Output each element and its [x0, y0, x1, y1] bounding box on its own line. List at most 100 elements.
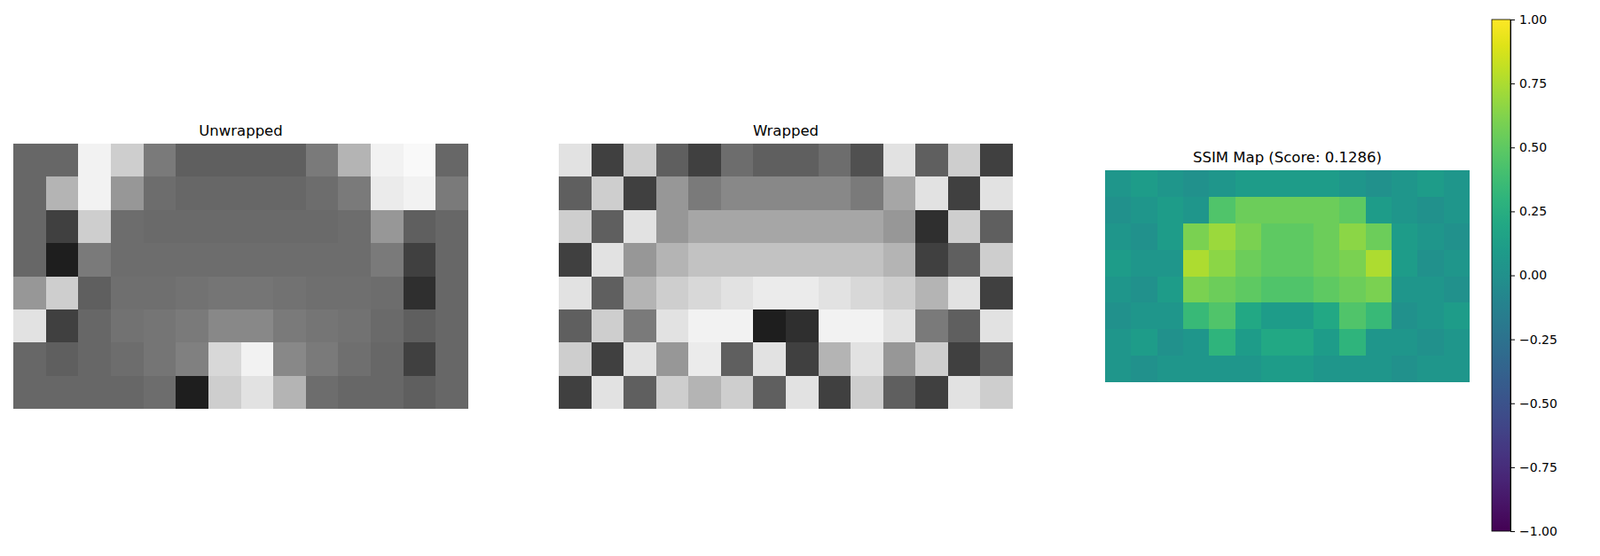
cell	[1443, 196, 1470, 224]
cell	[850, 243, 884, 277]
cell	[1443, 302, 1470, 330]
cell	[850, 210, 884, 244]
cell	[208, 210, 242, 244]
cell	[273, 143, 306, 178]
cell	[1157, 170, 1185, 197]
cell	[208, 143, 242, 178]
cell	[1130, 250, 1158, 277]
cell	[175, 143, 209, 178]
cell	[688, 276, 722, 311]
heatmap	[13, 143, 469, 409]
cell	[143, 376, 177, 409]
cell	[175, 210, 209, 244]
cell	[818, 276, 852, 311]
cell	[883, 210, 917, 244]
cell	[1365, 196, 1393, 224]
cell	[721, 376, 754, 409]
cell	[78, 210, 111, 244]
tick: −0.25	[1510, 332, 1558, 347]
cell	[1391, 355, 1419, 383]
cell	[175, 243, 209, 277]
cell	[403, 176, 437, 211]
cell	[850, 376, 884, 409]
cell	[980, 143, 1013, 178]
cell	[591, 342, 625, 377]
cell	[785, 210, 819, 244]
cell	[1417, 355, 1444, 383]
cell	[305, 342, 339, 377]
cell	[143, 309, 177, 344]
cell	[273, 176, 306, 211]
cell	[623, 176, 657, 211]
cell	[435, 210, 469, 244]
cell	[850, 143, 884, 178]
cell	[13, 243, 47, 277]
cell	[46, 342, 79, 377]
cell	[305, 309, 339, 344]
cell	[208, 309, 242, 344]
cell	[78, 176, 111, 211]
cell	[688, 376, 722, 409]
cell	[1157, 302, 1185, 330]
cell	[688, 143, 722, 178]
cell	[1183, 329, 1210, 356]
cell	[370, 276, 404, 311]
cell	[1261, 355, 1288, 383]
cell	[435, 376, 469, 409]
cell	[1235, 196, 1263, 224]
cell	[591, 276, 625, 311]
tick-label: −1.00	[1519, 524, 1558, 539]
cell	[1105, 196, 1132, 224]
cell	[558, 210, 592, 244]
cell	[110, 243, 144, 277]
cell	[591, 243, 625, 277]
cell	[337, 276, 371, 311]
cell	[721, 276, 754, 311]
heatmap	[1105, 170, 1470, 383]
cell	[1130, 196, 1158, 224]
cell	[1313, 196, 1341, 224]
cell	[1287, 170, 1315, 197]
cell	[558, 309, 592, 344]
cell	[558, 176, 592, 211]
cell	[1365, 355, 1393, 383]
figure: UnwrappedWrappedSSIM Map (Score: 0.1286)…	[0, 0, 1600, 556]
cell	[591, 143, 625, 178]
cell	[78, 243, 111, 277]
cell	[688, 210, 722, 244]
cell	[1365, 276, 1393, 304]
cell	[143, 143, 177, 178]
cell	[46, 210, 79, 244]
tick-label: 0.50	[1519, 140, 1547, 155]
cell	[785, 276, 819, 311]
cell	[435, 309, 469, 344]
cell	[305, 376, 339, 409]
cell	[883, 176, 917, 211]
cell	[1313, 329, 1341, 356]
cell	[46, 243, 79, 277]
tick: 0.25	[1510, 203, 1547, 219]
cell	[1157, 223, 1185, 251]
cell	[1417, 302, 1444, 330]
cell	[370, 176, 404, 211]
cell	[1391, 250, 1419, 277]
cell	[1208, 276, 1236, 304]
cell	[785, 143, 819, 178]
cell	[175, 376, 209, 409]
cell	[948, 243, 981, 277]
cell	[915, 243, 949, 277]
cell	[435, 243, 469, 277]
cell	[752, 176, 786, 211]
cell	[337, 176, 371, 211]
cell	[558, 243, 592, 277]
cell	[78, 342, 111, 377]
cell	[1365, 223, 1393, 251]
cell	[1313, 223, 1341, 251]
cell	[656, 176, 690, 211]
cell	[1157, 276, 1185, 304]
cell	[13, 276, 47, 311]
cell	[110, 210, 144, 244]
cell	[883, 243, 917, 277]
cell	[721, 143, 754, 178]
cell	[435, 342, 469, 377]
